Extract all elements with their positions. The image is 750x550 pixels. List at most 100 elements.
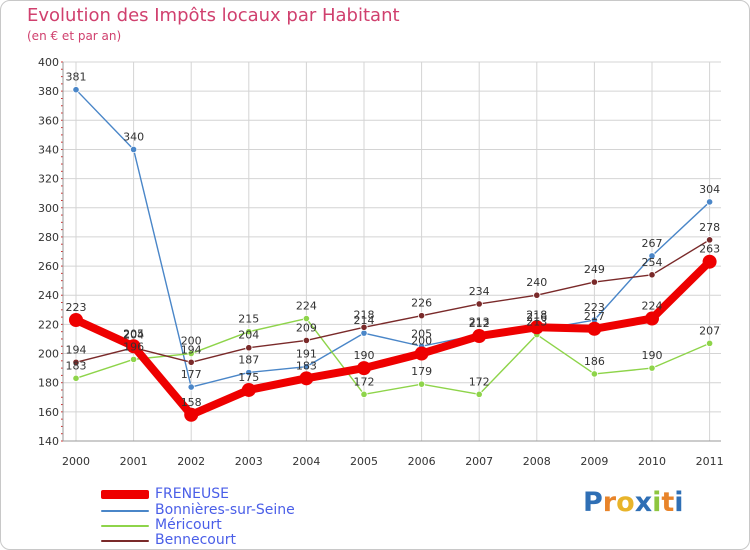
grid-layer <box>63 61 721 442</box>
logo-letter: i <box>674 487 684 518</box>
series-line-m-ricourt <box>75 317 711 396</box>
y-tick-label: 380 <box>38 85 59 98</box>
data-label-bennecourt: 240 <box>526 276 547 289</box>
x-tick-label: 2005 <box>350 455 378 468</box>
data-point-m-ricourt <box>302 314 310 323</box>
data-label-freneuse: 218 <box>526 308 547 321</box>
x-tick-label: 2000 <box>62 455 90 468</box>
data-label-freneuse: 205 <box>123 327 144 340</box>
data-point-freneuse <box>645 311 659 326</box>
data-point-freneuse <box>702 254 717 269</box>
data-point-bennecourt <box>533 291 541 299</box>
data-label-freneuse: 190 <box>354 349 375 362</box>
y-tick-label: 400 <box>38 56 59 69</box>
data-label-m-ricourt: 179 <box>411 365 432 378</box>
data-point-bennecourt <box>72 358 80 366</box>
data-label-m-ricourt: 224 <box>296 300 317 313</box>
data-point-bennecourt <box>360 323 368 331</box>
data-label-m-ricourt: 196 <box>123 340 144 353</box>
data-label-bonni-res-sur-seine: 177 <box>181 368 202 381</box>
data-point-freneuse <box>299 371 314 386</box>
data-point-freneuse <box>69 313 83 328</box>
data-label-m-ricourt: 200 <box>181 335 202 348</box>
data-point-freneuse <box>587 321 602 336</box>
legend-swatch-bennecourt <box>101 540 149 542</box>
data-point-freneuse <box>357 361 371 376</box>
logo-letter: t <box>661 487 675 518</box>
y-tick-label: 200 <box>38 348 59 361</box>
data-point-bonni-res-sur-seine <box>130 145 138 154</box>
data-point-m-ricourt <box>417 380 426 388</box>
data-label-m-ricourt: 172 <box>469 375 490 388</box>
data-point-m-ricourt <box>130 355 138 363</box>
data-point-bonni-res-sur-seine <box>72 86 80 94</box>
data-label-bennecourt: 249 <box>584 263 605 276</box>
data-point-m-ricourt <box>72 374 80 382</box>
data-label-freneuse: 212 <box>469 317 490 330</box>
data-point-freneuse <box>126 339 141 354</box>
proxiti-logo: Proxiti <box>583 487 684 518</box>
data-point-bonni-res-sur-seine <box>705 198 714 206</box>
y-tick-label: 140 <box>38 435 59 448</box>
x-tick-label: 2011 <box>696 455 724 468</box>
y-tick-label: 320 <box>38 173 59 186</box>
data-point-bennecourt <box>417 312 426 320</box>
x-tick-label: 2006 <box>408 455 436 468</box>
data-label-bennecourt: 226 <box>411 297 432 310</box>
data-label-bennecourt: 278 <box>699 221 720 234</box>
data-label-bonni-res-sur-seine: 213 <box>469 316 490 329</box>
data-point-m-ricourt <box>187 349 195 358</box>
series-line-freneuse <box>72 257 714 419</box>
legend-swatch-bonnieres <box>101 510 149 512</box>
data-label-bonni-res-sur-seine: 187 <box>238 353 259 366</box>
data-label-freneuse: 175 <box>238 371 259 384</box>
data-label-m-ricourt: 172 <box>354 375 375 388</box>
data-label-freneuse: 200 <box>411 335 432 348</box>
logo-letter: x <box>634 487 653 518</box>
data-label-layer: 223 205 158 175 183 190 200 212 218 217 224 263 381 3… <box>66 71 721 409</box>
y-tick-label: 300 <box>38 202 59 215</box>
data-point-m-ricourt <box>648 364 656 372</box>
data-label-bennecourt: 218 <box>354 308 375 321</box>
legend-label-bonnieres: Bonnières-sur-Seine <box>155 502 295 518</box>
y-tick-label: 360 <box>38 114 59 127</box>
data-point-bennecourt <box>590 278 599 286</box>
data-label-bennecourt: 204 <box>238 329 259 342</box>
legend-swatch-mericourt <box>101 525 149 527</box>
data-point-bennecourt <box>302 336 310 345</box>
y-tick-label: 180 <box>38 377 59 390</box>
data-label-bonni-res-sur-seine: 191 <box>296 348 317 361</box>
data-point-m-ricourt <box>590 370 599 378</box>
logo-letter: i <box>652 487 662 518</box>
y-tick-label: 340 <box>38 143 59 156</box>
x-tick-label: 2004 <box>292 455 320 468</box>
data-label-bonni-res-sur-seine: 381 <box>66 71 87 84</box>
x-tick-label: 2010 <box>638 455 666 468</box>
legend-swatch-freneuse <box>101 490 149 499</box>
data-point-bonni-res-sur-seine <box>302 363 310 371</box>
data-label-bennecourt: 194 <box>66 343 87 356</box>
data-point-freneuse <box>529 320 544 335</box>
data-point-bennecourt <box>245 344 253 352</box>
data-point-freneuse <box>184 407 199 422</box>
data-point-freneuse <box>241 382 256 397</box>
data-label-m-ricourt: 183 <box>66 359 87 372</box>
data-point-bennecourt <box>475 300 483 308</box>
data-label-freneuse: 158 <box>181 396 202 409</box>
data-point-m-ricourt <box>360 390 368 398</box>
y-tick-label: 260 <box>38 260 59 273</box>
data-point-bennecourt <box>705 236 714 244</box>
x-tick-label: 2002 <box>177 455 205 468</box>
data-label-m-ricourt: 207 <box>699 324 720 337</box>
data-point-bennecourt <box>648 271 656 279</box>
data-point-bonni-res-sur-seine <box>648 252 656 260</box>
data-point-m-ricourt <box>705 339 714 347</box>
data-label-bonni-res-sur-seine: 304 <box>699 183 720 196</box>
y-tick-label: 240 <box>38 289 59 302</box>
axis-layer: 140 160 180 200 220 240 260 280 300 320 340 360 380 4… <box>38 56 724 468</box>
y-tick-label: 280 <box>38 231 59 244</box>
data-label-freneuse: 217 <box>584 310 605 323</box>
chart-subtitle: (en € et par an) <box>27 29 122 43</box>
